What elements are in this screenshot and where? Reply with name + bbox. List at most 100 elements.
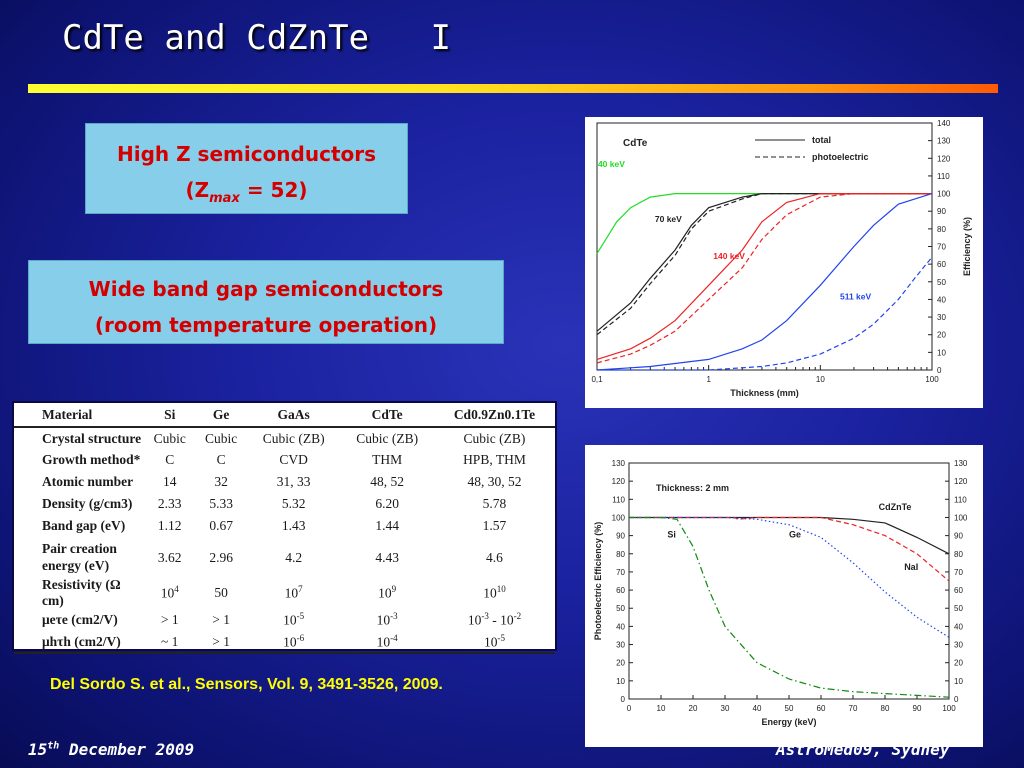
y-tick-label-right: 70 (937, 243, 946, 252)
x-tick-label: 60 (817, 704, 826, 713)
y-tick-label-right: 30 (954, 641, 963, 650)
table-row: μeτe (cm2/V) > 1 > 1 10-5 10-3 10-3 - 10-2 (14, 609, 555, 631)
table-cell: ~ 1 (144, 631, 196, 654)
zmax-close: = 52) (239, 178, 308, 202)
table-cell: > 1 (212, 612, 231, 627)
table-cell: CVD (279, 452, 308, 467)
table-header-row: Material Si Ge GaAs CdTe Cd0.9Zn0.1Te (14, 403, 555, 428)
table-cell: 1.12 (157, 518, 182, 533)
x-tick-label: 100 (942, 704, 956, 713)
table-row: Growth method* C C CVD THM HPB, THM (14, 449, 555, 471)
x-tick-label: 40 (753, 704, 762, 713)
y-tick-label-right: 50 (937, 278, 946, 287)
y-tick-label-right: 60 (954, 586, 963, 595)
series-line (596, 192, 932, 364)
series-label: NaI (904, 562, 918, 572)
callout-high-z: High Z semiconductors (Zmax = 52) (85, 123, 408, 214)
table-cell: THM (372, 452, 403, 467)
table-header-cell: Cd0.9Zn0.1Te (433, 403, 555, 428)
y-axis-label: Efficiency (%) (962, 217, 972, 276)
series-label: CdZnTe (879, 502, 912, 512)
table-cell: 5.33 (209, 496, 233, 511)
y-tick-label-left: 80 (616, 550, 625, 559)
series-line (629, 516, 950, 698)
table-cell: C (165, 452, 175, 467)
table-cell: 4.6 (486, 549, 503, 565)
series-line (596, 192, 932, 254)
table-cell: 48, 30, 52 (467, 474, 522, 489)
table-cell: Cubic (ZB) (356, 430, 419, 446)
material-properties-table-panel: Material Si Ge GaAs CdTe Cd0.9Zn0.1Te Crystal… (12, 401, 557, 654)
callout-high-z-line2: (Zmax = 52) (86, 172, 407, 217)
y-tick-label-right: 80 (954, 550, 963, 559)
chart-annotation: Thickness: 2 mm (656, 483, 729, 493)
table-cell: Cubic (205, 430, 238, 446)
table-cell: > 1 (195, 631, 247, 654)
y-tick-label-right: 110 (954, 495, 967, 504)
table-row: Band gap (eV) 1.12 0.67 1.43 1.44 1.57 (14, 515, 555, 537)
x-tick-label: 0 (627, 704, 632, 713)
y-tick-label-right: 0 (937, 366, 942, 375)
table-row-label: Band gap (eV) (42, 518, 126, 533)
photoelectric-efficiency-chart-panel: 0 0 10 10 20 20 30 30 40 40 50 50 60 60 70 70 80 80 90 90 10… (585, 445, 983, 747)
callout-wide-band-gap-line2: (room temperature operation) (94, 313, 438, 337)
table-cell: C (216, 452, 226, 467)
table-body: Crystal structure Cubic Cubic Cubic (ZB) Cub… (14, 427, 555, 654)
y-tick-label-right: 0 (954, 695, 959, 704)
y-tick-label-right: 20 (954, 659, 963, 668)
table-row: Density (g/cm3) 2.33 5.33 5.32 6.20 5.78 (14, 493, 555, 515)
y-tick-label-right: 100 (954, 513, 968, 522)
x-tick-label: 80 (881, 704, 890, 713)
cdte-efficiency-chart-panel: 0 10 20 30 40 50 60 70 80 90 100 110 120 130 140 0,1 1 10… (585, 117, 983, 408)
table-header-cell: GaAs (246, 403, 341, 428)
table-row-label: Growth method* (42, 452, 141, 467)
table-cell: 107 (284, 584, 303, 601)
x-tick-label: 90 (913, 704, 922, 713)
table-cell: 48, 52 (370, 474, 405, 489)
footer-date-suffix: th (47, 740, 60, 752)
y-tick-label-left: 50 (616, 604, 625, 613)
legend-label: photoelectric (812, 152, 869, 162)
footer-date: 15th December 2009 (28, 740, 194, 759)
y-tick-label-right: 10 (954, 677, 963, 686)
y-tick-label-right: 40 (937, 295, 946, 304)
series-line (597, 256, 933, 371)
table-row-label: μeτe (cm2/V) (42, 612, 118, 627)
series-line (596, 192, 932, 336)
table-header-cell: Si (144, 403, 196, 428)
table-cell: 10-3 - 10-2 (467, 611, 522, 628)
y-tick-label-right: 100 (937, 190, 951, 199)
series-label: 40 keV (598, 159, 625, 169)
x-tick-label: 10 (816, 375, 825, 384)
y-tick-label-right: 110 (937, 172, 950, 181)
zmax-open: (Z (185, 178, 210, 202)
table-cell: 32 (214, 474, 228, 489)
y-tick-label-right: 120 (954, 477, 968, 486)
y-tick-label-right: 140 (937, 119, 951, 128)
series-label: Ge (789, 529, 801, 539)
table-cell: 5.78 (482, 496, 507, 511)
x-axis-label: Thickness (mm) (730, 388, 799, 398)
x-tick-label: 20 (689, 704, 698, 713)
table-cell: 10-6 (246, 631, 341, 654)
slide-title: CdTe and CdZnTe I (62, 18, 451, 58)
y-tick-label-right: 90 (937, 207, 946, 216)
y-axis-label: Photoelectric Efficiency (%) (593, 522, 603, 641)
y-tick-label-right: 80 (937, 225, 946, 234)
table-row: Pair creation energy (eV) 3.62 2.96 4.2 4.43… (14, 537, 555, 577)
y-tick-label-left: 90 (616, 532, 625, 541)
table-cell: 31, 33 (276, 474, 311, 489)
x-tick-label: 100 (925, 375, 939, 384)
table-row-label: Resistivity (Ω cm) (42, 577, 121, 608)
x-tick-label: 1 (706, 375, 711, 384)
y-tick-label-right: 120 (937, 154, 951, 163)
y-tick-label-right: 130 (954, 459, 968, 468)
y-tick-label-left: 120 (612, 477, 626, 486)
table-row: μhτh (cm2/V) ~ 1 > 1 10-6 10-4 10-5 (14, 631, 555, 654)
table-row-label: Atomic number (42, 474, 134, 489)
y-tick-label-left: 110 (612, 495, 625, 504)
table-row-label: Pair creation energy (eV) (42, 541, 117, 573)
legend-label: total (812, 135, 831, 145)
x-tick-label: 50 (785, 704, 794, 713)
